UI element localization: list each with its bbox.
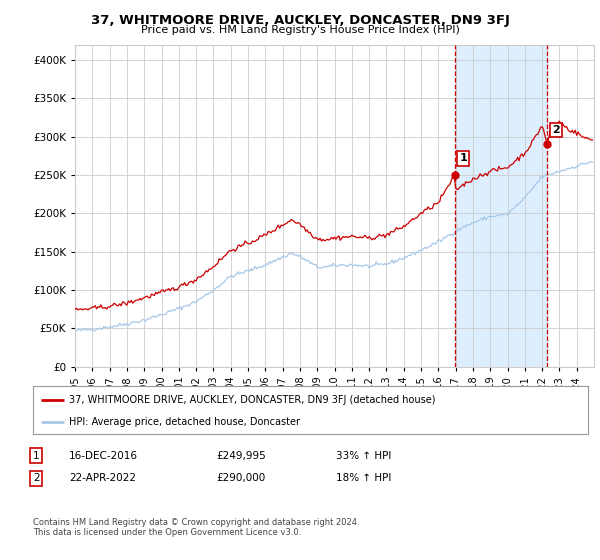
Text: £290,000: £290,000 (216, 473, 265, 483)
Text: £249,995: £249,995 (216, 451, 266, 461)
Text: Contains HM Land Registry data © Crown copyright and database right 2024.
This d: Contains HM Land Registry data © Crown c… (33, 518, 359, 538)
Text: Price paid vs. HM Land Registry's House Price Index (HPI): Price paid vs. HM Land Registry's House … (140, 25, 460, 35)
Text: 2: 2 (552, 125, 560, 135)
Text: 33% ↑ HPI: 33% ↑ HPI (336, 451, 391, 461)
Text: 1: 1 (33, 451, 40, 461)
Text: 37, WHITMOORE DRIVE, AUCKLEY, DONCASTER, DN9 3FJ: 37, WHITMOORE DRIVE, AUCKLEY, DONCASTER,… (91, 14, 509, 27)
Text: 22-APR-2022: 22-APR-2022 (69, 473, 136, 483)
Bar (455, 45, 547, 367)
Text: HPI: Average price, detached house, Doncaster: HPI: Average price, detached house, Donc… (69, 417, 300, 427)
Text: 1: 1 (459, 153, 467, 164)
Text: 37, WHITMOORE DRIVE, AUCKLEY, DONCASTER, DN9 3FJ (detached house): 37, WHITMOORE DRIVE, AUCKLEY, DONCASTER,… (69, 395, 436, 405)
Text: 2: 2 (33, 473, 40, 483)
Text: 18% ↑ HPI: 18% ↑ HPI (336, 473, 391, 483)
Text: 16-DEC-2016: 16-DEC-2016 (69, 451, 138, 461)
